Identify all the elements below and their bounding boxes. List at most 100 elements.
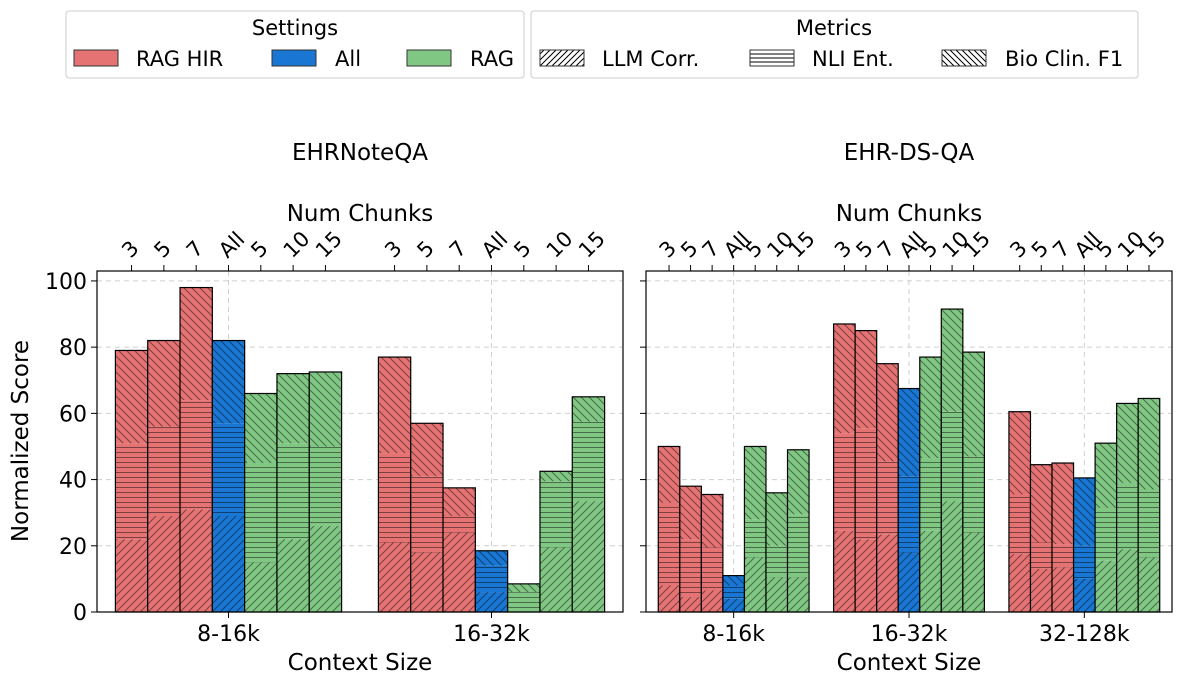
bar-8-16k-rag-hir-7-llm-corr-hatch	[701, 590, 723, 612]
legend-label-all: All	[335, 47, 361, 71]
bar-8-16k-rag-hir-5-bio-clin-f1-hatch	[147, 340, 181, 427]
chunk-label: 3	[117, 236, 143, 262]
bar-16-32k-all-all-nli-ent-hatch	[898, 476, 920, 553]
bar-8-16k-rag-hir-7-bio-clin-f1-hatch	[701, 494, 723, 548]
bar-16-32k-rag-15-nli-ent-hatch	[962, 456, 985, 533]
bar-8-16k-rag-hir-3-nli-ent-hatch	[658, 502, 680, 586]
bar-32-128k-rag-10-llm-corr-hatch	[1116, 549, 1139, 612]
y-tick-label: 60	[59, 402, 87, 427]
bar-16-32k-rag-hir-5-llm-corr-hatch	[855, 539, 877, 612]
bar-8-16k-all-all-llm-corr-hatch	[212, 515, 245, 612]
x-axis-label: Context Size	[288, 650, 433, 676]
bar-8-16k-rag-hir-5-nli-ent-hatch	[679, 539, 702, 598]
chunk-label: 7	[698, 236, 724, 262]
bar-8-16k-all-all-llm-corr-hatch	[722, 598, 745, 612]
bar-8-16k-rag-5-bio-clin-f1-hatch	[244, 393, 277, 464]
chunk-label: 10	[542, 227, 578, 263]
bar-32-128k-rag-hir-7-nli-ent-hatch	[1052, 544, 1074, 568]
bar-16-32k-rag-hir-7-bio-clin-f1-hatch	[876, 363, 899, 462]
panel-title: EHRNoteQA	[292, 140, 428, 166]
chunk-label: All	[214, 227, 249, 262]
bar-8-16k-rag-hir-5-bio-clin-f1-hatch	[679, 486, 702, 540]
bar-16-32k-rag-hir-5-bio-clin-f1-hatch	[855, 330, 877, 429]
bar-32-128k-all-all-bio-clin-f1-hatch	[1073, 477, 1096, 546]
bar-32-128k-all-all-nli-ent-hatch	[1073, 545, 1096, 579]
bar-8-16k-all-all-bio-clin-f1-hatch	[722, 575, 745, 586]
bar-8-16k-rag-hir-3-nli-ent-hatch	[115, 443, 148, 540]
bar-16-32k-rag-10-bio-clin-f1-hatch	[539, 471, 573, 482]
chunk-label: All	[477, 227, 512, 262]
bar-16-32k-rag-5-bio-clin-f1-hatch	[919, 357, 942, 459]
legend-label-bio-clin: Bio Clin. F1	[1005, 47, 1123, 71]
bar-32-128k-all-all-llm-corr-hatch	[1073, 578, 1096, 612]
chunk-label: 15	[784, 227, 820, 263]
bar-16-32k-rag-15-llm-corr-hatch	[572, 501, 605, 612]
bar-16-32k-all-all-llm-corr-hatch	[475, 592, 508, 612]
x-tick-label-32-128k: 32-128k	[1039, 622, 1130, 647]
bar-16-32k-rag-5-bio-clin-f1-hatch	[507, 583, 540, 593]
legend-settings: Settings RAG HIR All RAG	[65, 10, 525, 79]
top-axis-label: Num Chunks	[287, 201, 434, 227]
bar-16-32k-rag-hir-5-nli-ent-hatch	[855, 428, 877, 540]
legend-swatch-rag-hir	[73, 49, 119, 67]
bar-8-16k-rag-15-bio-clin-f1-hatch	[309, 371, 342, 447]
bar-16-32k-rag-hir-5-bio-clin-f1-hatch	[410, 423, 444, 477]
bar-8-16k-rag-15-llm-corr-hatch	[787, 577, 810, 612]
bar-8-16k-rag-15-bio-clin-f1-hatch	[787, 449, 810, 515]
chunk-label: 15	[311, 227, 347, 263]
bar-16-32k-rag-5-nli-ent-hatch	[507, 592, 540, 612]
chunk-label: 3	[830, 236, 856, 262]
bar-8-16k-rag-10-bio-clin-f1-hatch	[765, 492, 788, 546]
bar-8-16k-rag-hir-5-llm-corr-hatch	[147, 515, 181, 612]
legend-label-rag-hir: RAG HIR	[136, 47, 223, 71]
bar-32-128k-rag-15-nli-ent-hatch	[1138, 489, 1160, 558]
bar-16-32k-rag-hir-3-llm-corr-hatch	[378, 542, 411, 612]
bar-8-16k-rag-hir-7-nli-ent-hatch	[180, 400, 213, 510]
chunk-label: 3	[1005, 236, 1031, 262]
bar-8-16k-rag-hir-7-bio-clin-f1-hatch	[180, 287, 213, 401]
bar-16-32k-rag-15-bio-clin-f1-hatch	[962, 352, 985, 457]
panel-ehrnoteqa: EHRNoteQA Num Chunks Context Size 0 20 40 6…	[45, 140, 624, 676]
bar-16-32k-rag-hir-5-llm-corr-hatch	[410, 552, 444, 612]
legend-settings-title: Settings	[252, 16, 338, 40]
bar-32-128k-rag-10-nli-ent-hatch	[1116, 482, 1139, 550]
bar-8-16k-rag-hir-3-llm-corr-hatch	[658, 585, 680, 612]
plot-frame	[96, 270, 624, 613]
legend-label-rag: RAG	[470, 47, 514, 71]
bar-32-128k-rag-hir-3-bio-clin-f1-hatch	[1008, 411, 1031, 495]
bar-16-32k-rag-hir-7-llm-corr-hatch	[443, 532, 476, 612]
bar-32-128k-rag-hir-5-llm-corr-hatch	[1030, 568, 1053, 612]
chunk-label: 5	[676, 236, 702, 262]
y-tick-label: 0	[73, 601, 87, 626]
bar-32-128k-rag-5-nli-ent-hatch	[1095, 507, 1117, 561]
chunk-label: 10	[279, 227, 315, 263]
bar-8-16k-rag-5-llm-corr-hatch	[244, 562, 277, 612]
bar-8-16k-rag-10-nli-ent-hatch	[276, 443, 310, 540]
chunk-label: 3	[655, 236, 681, 262]
bar-16-32k-rag-5-llm-corr-hatch	[919, 530, 942, 612]
bar-8-16k-rag-hir-7-nli-ent-hatch	[701, 547, 723, 591]
bar-16-32k-rag-hir-7-nli-ent-hatch	[876, 461, 899, 535]
bar-8-16k-rag-10-nli-ent-hatch	[765, 545, 788, 578]
legend-swatch-nli-ent	[749, 49, 795, 67]
bar-16-32k-rag-hir-7-llm-corr-hatch	[876, 534, 899, 612]
bar-8-16k-rag-5-bio-clin-f1-hatch	[744, 446, 766, 520]
bar-8-16k-rag-5-nli-ent-hatch	[244, 463, 277, 563]
bar-16-32k-all-all-llm-corr-hatch	[898, 552, 920, 612]
bar-8-16k-rag-10-llm-corr-hatch	[276, 539, 310, 612]
bar-8-16k-rag-hir-5-nli-ent-hatch	[147, 426, 181, 516]
chunk-label: 15	[959, 227, 995, 263]
bar-8-16k-rag-hir-3-bio-clin-f1-hatch	[115, 350, 148, 444]
bar-16-32k-rag-15-llm-corr-hatch	[962, 532, 985, 612]
bar-32-128k-rag-15-bio-clin-f1-hatch	[1138, 398, 1160, 490]
bar-8-16k-rag-hir-3-llm-corr-hatch	[115, 539, 148, 612]
legend-label-llm-corr: LLM Corr.	[602, 47, 699, 71]
bar-16-32k-rag-10-llm-corr-hatch	[941, 501, 963, 612]
bar-16-32k-rag-hir-7-nli-ent-hatch	[443, 515, 476, 533]
chunk-label: 5	[149, 236, 175, 262]
chunk-label: 5	[246, 236, 272, 262]
x-tick-label-16-32k: 16-32k	[453, 622, 530, 647]
chunk-label: 5	[1027, 236, 1053, 262]
x-tick-label-8-16k: 8-16k	[197, 622, 260, 647]
bar-8-16k-rag-15-llm-corr-hatch	[309, 525, 342, 612]
